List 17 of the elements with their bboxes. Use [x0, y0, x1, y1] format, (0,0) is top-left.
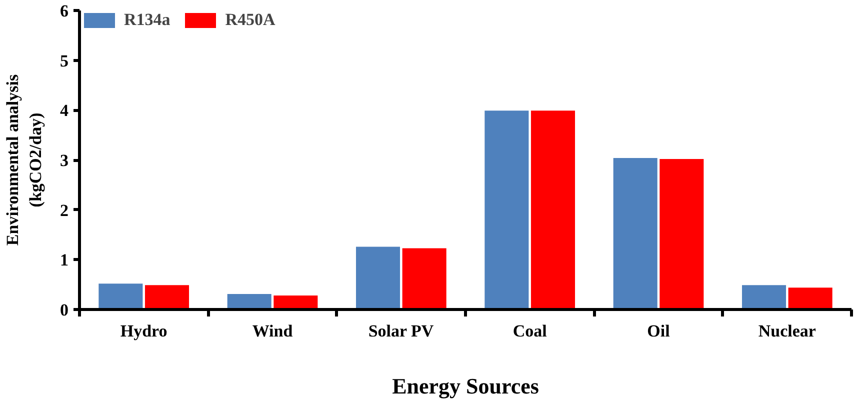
legend-label: R450A [225, 10, 276, 30]
x-tick-label: Nuclear [758, 322, 816, 340]
y-tick-label: 5 [60, 51, 68, 70]
y-tick-label: 6 [60, 2, 68, 20]
x-tick-label: Hydro [120, 322, 168, 340]
y-tick-label: 0 [60, 300, 68, 320]
x-tick-label: Wind [252, 322, 294, 340]
x-tick-label: Solar PV [368, 322, 434, 340]
y-tick-label: 4 [60, 101, 69, 120]
y-tick-label: 3 [60, 151, 68, 170]
x-axis-title: Energy Sources [392, 374, 540, 398]
y-tick-label: 1 [60, 250, 68, 270]
x-tick-label: Coal [512, 322, 548, 340]
y-axis-title: Environmental analysis (kgCO2/day) [3, 74, 45, 246]
legend-label: R134a [124, 10, 170, 30]
x-tick-label: Oil [647, 322, 670, 340]
y-tick-label: 2 [60, 200, 68, 220]
